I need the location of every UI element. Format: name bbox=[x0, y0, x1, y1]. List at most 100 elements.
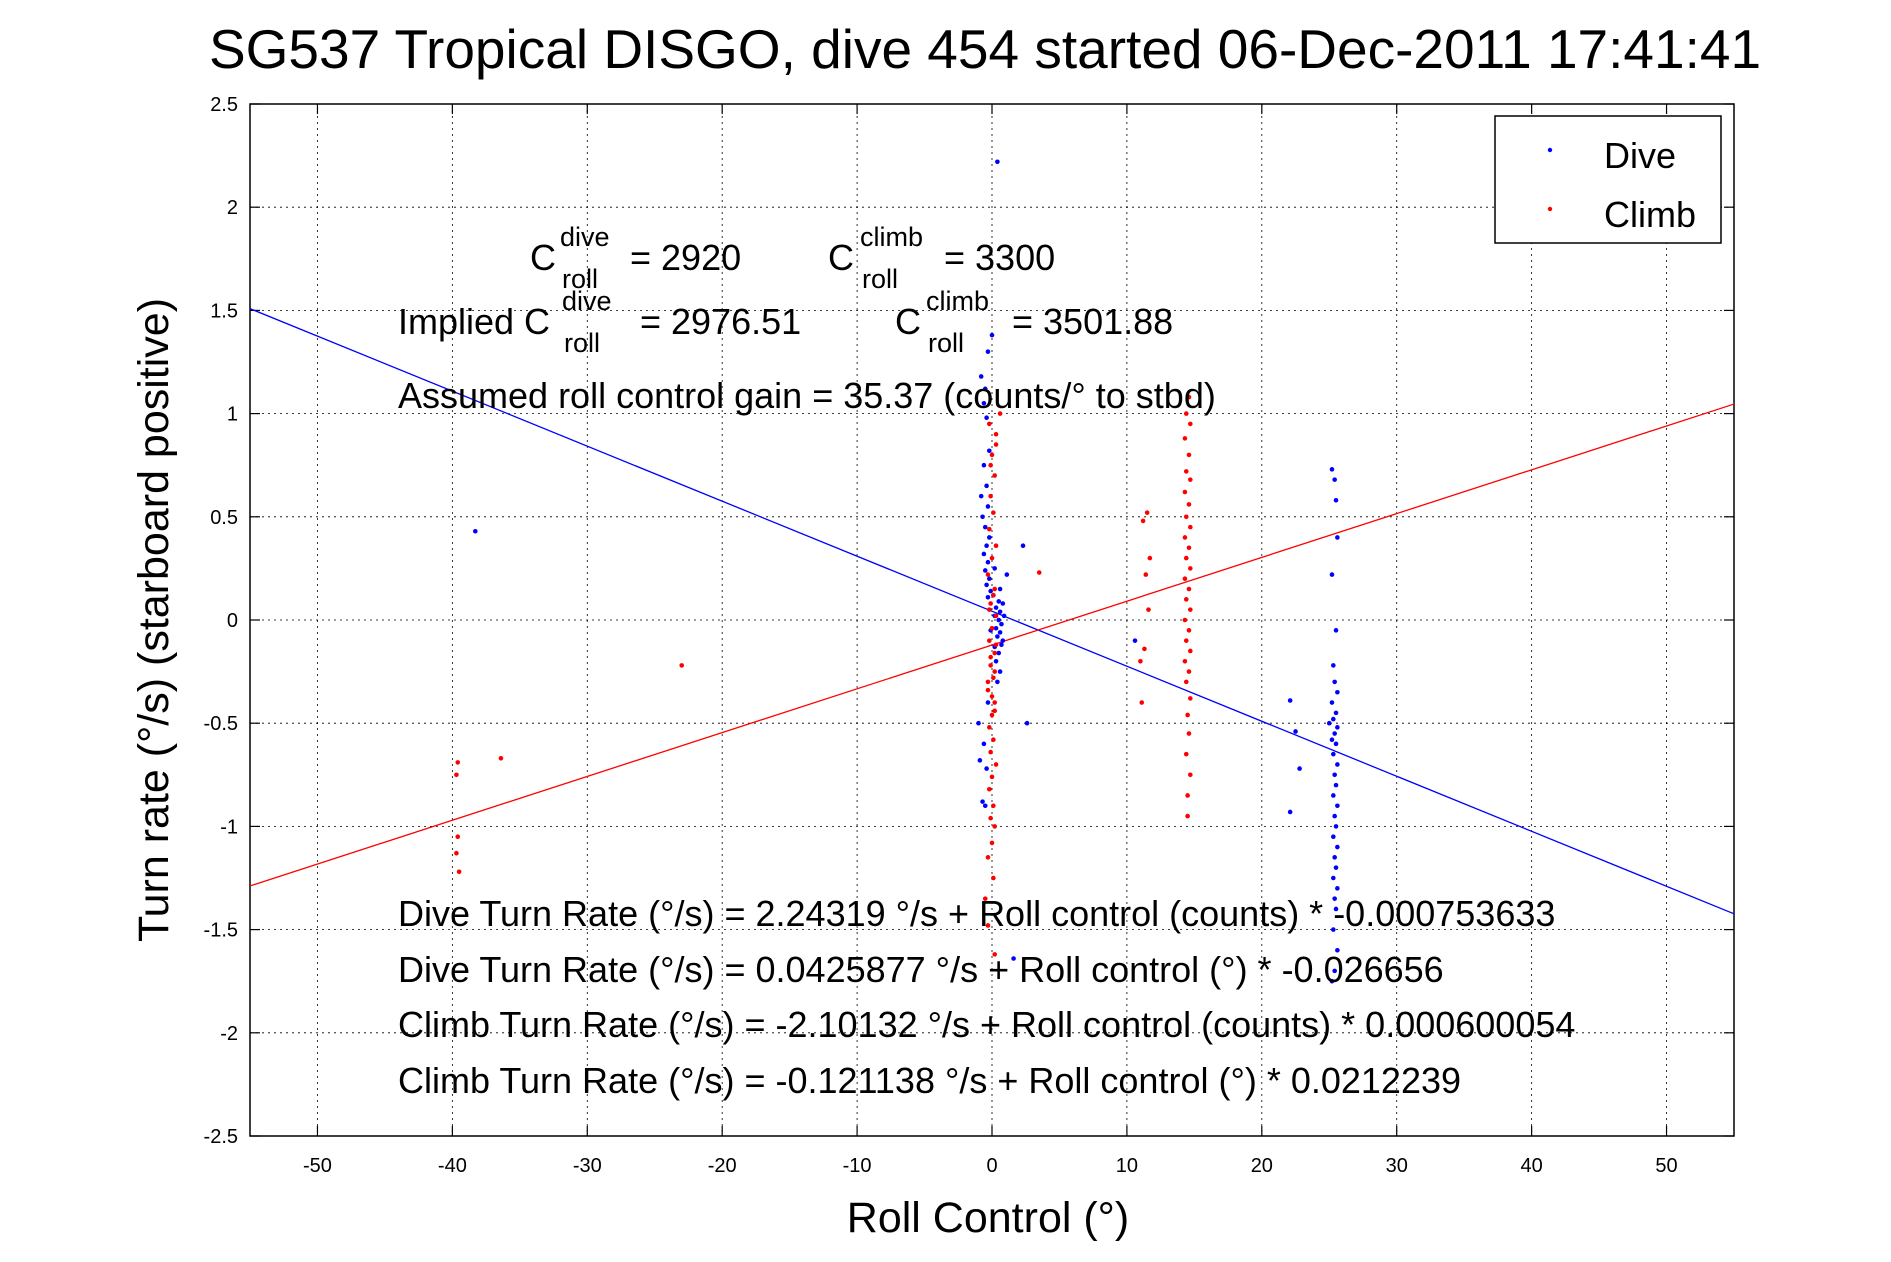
climb-point bbox=[1188, 607, 1193, 612]
y-tick-label: -0.5 bbox=[204, 713, 238, 735]
dive-point bbox=[1000, 601, 1006, 606]
implied-climb-symbol: C bbox=[895, 301, 921, 342]
dive-point bbox=[1132, 638, 1138, 643]
climb-point bbox=[1186, 731, 1192, 736]
climb-point bbox=[988, 654, 993, 660]
climb-point bbox=[997, 411, 1003, 416]
climb-point bbox=[1182, 436, 1188, 441]
climb-point bbox=[456, 869, 462, 875]
climb-point bbox=[988, 493, 993, 499]
climb-point bbox=[991, 675, 996, 681]
climb-point bbox=[993, 762, 999, 767]
dive-point bbox=[984, 543, 989, 548]
climb-point bbox=[498, 755, 504, 761]
dive-point bbox=[993, 605, 999, 610]
legend-dive-marker bbox=[1547, 147, 1553, 153]
dive-point bbox=[980, 799, 985, 804]
climb-point bbox=[992, 708, 997, 714]
dive-point bbox=[981, 741, 987, 747]
dive-point bbox=[995, 159, 1000, 165]
dive-equation-counts: Dive Turn Rate (°/s) = 2.24319 °/s + Rol… bbox=[398, 893, 1555, 934]
dive-point bbox=[1326, 720, 1332, 726]
dive-point bbox=[1332, 477, 1337, 482]
climb-point bbox=[988, 815, 993, 821]
y-tick-label: 0 bbox=[227, 610, 238, 632]
dive-point bbox=[999, 621, 1004, 627]
dive-point bbox=[985, 559, 991, 565]
dive-point bbox=[1024, 720, 1030, 726]
dive-point bbox=[997, 609, 1003, 615]
dive-point bbox=[1335, 886, 1340, 891]
dive-point bbox=[992, 566, 997, 571]
scatter-points bbox=[454, 159, 1340, 984]
dive-point bbox=[1333, 782, 1339, 788]
x-tick-label: 40 bbox=[1521, 1155, 1543, 1177]
climb-point bbox=[1182, 576, 1188, 582]
dive-point bbox=[1332, 679, 1337, 685]
dive-point bbox=[985, 594, 991, 600]
climb-point bbox=[1188, 477, 1193, 482]
legend-dive-label: Dive bbox=[1604, 135, 1676, 176]
climb-point bbox=[1185, 712, 1190, 718]
dive-point bbox=[1335, 725, 1340, 730]
x-tick-label: 30 bbox=[1386, 1155, 1408, 1177]
climb-point bbox=[1186, 452, 1192, 458]
y-tick-label: 1 bbox=[227, 404, 238, 426]
climb-point bbox=[1183, 597, 1189, 602]
dive-point bbox=[1333, 710, 1339, 716]
legend-box bbox=[1494, 115, 1722, 244]
legend-climb-marker bbox=[1547, 206, 1553, 212]
dive-point bbox=[982, 568, 988, 573]
implied-dive-value: = 2976.51 bbox=[640, 301, 801, 342]
implied-climb-sup: climb bbox=[926, 286, 989, 316]
dive-point bbox=[993, 625, 999, 631]
implied-climb-value: = 3501.88 bbox=[1012, 301, 1173, 342]
climb-point bbox=[1182, 617, 1188, 623]
climb-point bbox=[982, 896, 988, 901]
climb-point bbox=[1188, 524, 1193, 530]
dive-point bbox=[996, 599, 1002, 604]
dive-point bbox=[1331, 793, 1336, 798]
fit-line bbox=[249, 308, 1735, 915]
climb-point bbox=[989, 712, 995, 718]
x-tick-label: 0 bbox=[986, 1155, 997, 1177]
dive-point bbox=[1335, 762, 1340, 767]
dive-point bbox=[1297, 766, 1302, 771]
y-axis-label: Turn rate (°/s) (starboard positive) bbox=[130, 298, 178, 942]
climb-point bbox=[987, 786, 992, 792]
dive-point bbox=[987, 448, 992, 454]
x-tick-label: -10 bbox=[843, 1155, 872, 1177]
climb-point bbox=[1186, 394, 1192, 400]
dive-point bbox=[1331, 834, 1336, 840]
x-tick-label: -40 bbox=[438, 1155, 467, 1177]
climb-point bbox=[1147, 555, 1153, 561]
dive-point bbox=[978, 374, 984, 379]
climb-point bbox=[985, 679, 991, 685]
dive-point bbox=[987, 576, 992, 582]
dive-point bbox=[472, 528, 478, 534]
climb-point bbox=[1188, 772, 1193, 778]
climb-point bbox=[985, 572, 991, 577]
dive-point bbox=[984, 483, 989, 489]
fit-line bbox=[249, 403, 1735, 887]
dive-point bbox=[996, 617, 1002, 623]
climb-point bbox=[1183, 751, 1189, 757]
dive-point bbox=[985, 700, 991, 705]
climb-point bbox=[1186, 545, 1192, 551]
climb-point bbox=[989, 840, 995, 846]
climb-point bbox=[987, 526, 992, 532]
climb-point bbox=[1140, 518, 1146, 524]
dive-point bbox=[1020, 543, 1026, 548]
dive-point bbox=[1331, 927, 1336, 932]
climb-point bbox=[1143, 572, 1149, 577]
climb-point bbox=[993, 431, 999, 437]
dive-point bbox=[1332, 855, 1337, 860]
dive-point bbox=[1287, 809, 1293, 815]
dive-point bbox=[1331, 716, 1336, 722]
climb-point bbox=[454, 850, 459, 856]
dive-point bbox=[982, 524, 988, 530]
dive-point bbox=[1287, 698, 1293, 703]
climb-point bbox=[1142, 646, 1147, 652]
climb-point bbox=[1186, 502, 1192, 507]
axis-ticks: -50 -40 -30 -20 -10 0 10 20 30 40 50-2.5-2-1.5-1-0… bbox=[204, 94, 1734, 1177]
